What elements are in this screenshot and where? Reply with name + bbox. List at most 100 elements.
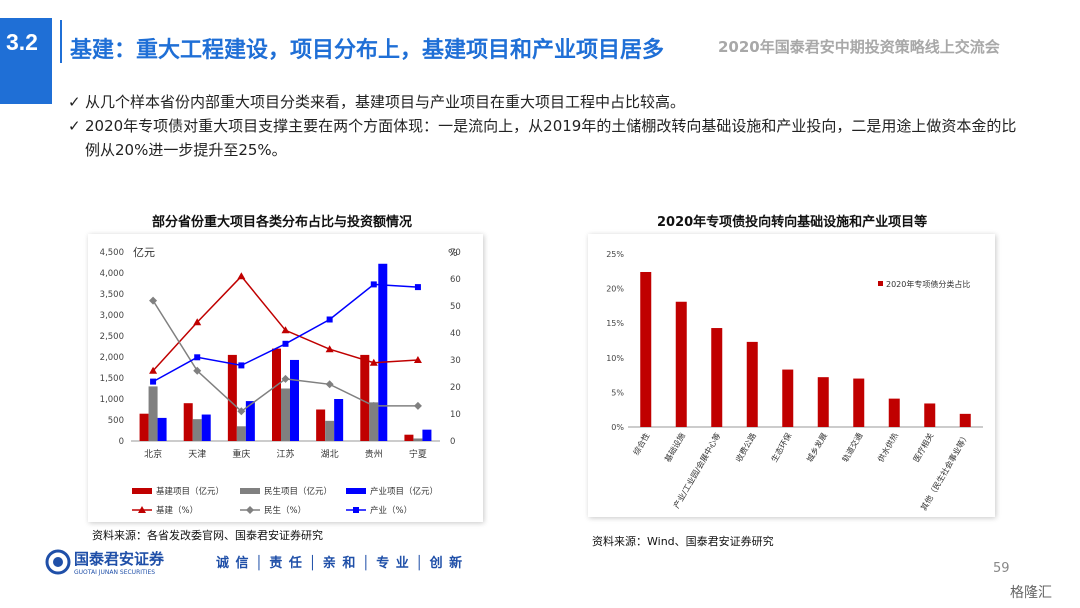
section-badge: 3.2 [0, 18, 52, 104]
x-tick-label: 湖北 [321, 449, 339, 460]
y-tick-label: 15% [606, 319, 624, 328]
page-number: 59 [993, 561, 1010, 576]
line-point [281, 374, 290, 383]
legend-swatch [240, 488, 260, 494]
logo-mark-center [53, 557, 63, 567]
legend-marker [353, 507, 359, 513]
line-point [237, 407, 246, 416]
line-point [194, 354, 201, 361]
line-point [238, 362, 245, 369]
legend-label: 基建项目（亿元） [156, 486, 224, 497]
legend-swatch [346, 488, 366, 494]
y2-tick-label: 40 [450, 329, 461, 339]
x-tick-label: 基础设施 [662, 431, 687, 464]
bullet-text: 从几个样本省份内部重大项目分类来看，基建项目与产业项目在重大项目工程中占比较高。 [85, 93, 686, 111]
bullet-list: ✓ 从几个样本省份内部重大项目分类来看，基建项目与产业项目在重大项目工程中占比较高… [68, 90, 1028, 162]
legend-marker [138, 506, 146, 513]
y-tick-label: 2,500 [100, 332, 124, 342]
y-tick-label: 1,500 [100, 374, 124, 384]
bar [290, 359, 299, 441]
bar [192, 419, 202, 441]
y-tick-label: 3,000 [100, 311, 124, 321]
bar [334, 399, 344, 441]
watermark: 格隆汇 [1010, 585, 1052, 601]
x-tick-label: 综合性 [631, 431, 652, 457]
y-tick-label: 20% [606, 285, 624, 294]
bar [422, 429, 432, 441]
right-bar-chart: 0%5%10%15%20%25%综合性 基础设施产业/工业园/会展中心等 收费公路生… [606, 250, 983, 512]
y2-tick-label: 70 [450, 248, 461, 258]
y-tick-label: 500 [108, 416, 124, 426]
line-point [282, 340, 289, 347]
bar [148, 386, 158, 441]
legend-swatch [132, 488, 152, 494]
line-point [369, 358, 378, 366]
bar [959, 413, 971, 427]
line-point [150, 378, 157, 385]
line-point [325, 345, 334, 353]
line-point [149, 296, 158, 305]
series-line [152, 275, 418, 372]
bar [746, 341, 758, 427]
x-tick-label: 天津 [188, 449, 206, 460]
legend-marker [246, 506, 254, 514]
x-tick-label: 轨道交通 [840, 431, 865, 464]
line-point [149, 366, 158, 374]
bar [817, 377, 829, 427]
left-chart-card: 亿元% 0 500 1,000 1,500 2,000 2,500 3,000 3,500 4,0… [88, 234, 483, 522]
y-tick-label: 4,000 [100, 269, 124, 279]
y-tick-label: 10% [606, 354, 624, 363]
y2-tick-label: 10 [450, 410, 461, 420]
legend-label: 民生项目（亿元） [264, 486, 332, 497]
bar [853, 378, 865, 427]
y2-tick-label: 50 [450, 302, 461, 312]
bar [245, 401, 255, 441]
line-point [193, 318, 202, 326]
line-point [193, 366, 202, 375]
line-point [325, 380, 334, 389]
x-tick-label: 江苏 [276, 448, 294, 460]
right-chart-source: 资料来源：Wind、国泰君安证券研究 [592, 535, 774, 548]
line-point [413, 356, 422, 363]
legend-label: 产业（%） [370, 505, 412, 516]
x-tick-label: 贵州 [365, 448, 383, 460]
y-tick-label: 0% [611, 423, 624, 432]
bar [378, 263, 388, 441]
legend-swatch [878, 281, 883, 286]
y2-axis-unit: % [448, 248, 458, 259]
y-tick-label: 2,000 [100, 353, 124, 363]
company-logo: 国泰君安证券 GUOTAI JUNAN SECURITIES [45, 549, 165, 576]
legend-label: 基建（%） [156, 505, 198, 516]
line-point [237, 272, 246, 280]
left-chart-source: 资料来源：各省发改委官网、国泰君安证券研究 [92, 529, 323, 542]
check-icon: ✓ [68, 93, 81, 111]
event-subtitle: 2020年国泰君安中期投资策略线上交流会 [718, 38, 1000, 56]
bar [369, 402, 379, 441]
bar [183, 403, 193, 441]
line-point [326, 316, 333, 323]
bullet-text: 2020年专项债对重大项目支撑主要在两个方面体现：一是流向上，从2019年的土储… [85, 117, 1017, 159]
y-tick-label: 4,500 [100, 248, 124, 258]
logo-mark [45, 549, 71, 575]
slogan: 诚 信 │ 责 任 │ 亲 和 │ 专 业 │ 创 新 [216, 556, 464, 571]
bar [924, 403, 936, 427]
bullet-item: ✓ 从几个样本省份内部重大项目分类来看，基建项目与产业项目在重大项目工程中占比较高… [68, 90, 1028, 114]
y2-tick-label: 60 [450, 275, 461, 285]
x-tick-label: 收费公路 [733, 431, 758, 464]
bar [281, 388, 290, 441]
logo-subtext: GUOTAI JUNAN SECURITIES [74, 569, 155, 576]
bar [640, 271, 652, 427]
page-title: 基建：重大工程建设，项目分布上，基建项目和产业项目居多 [70, 38, 665, 63]
section-number: 3.2 [6, 29, 38, 55]
bar [404, 434, 414, 441]
legend-label: 民生（%） [264, 505, 306, 516]
y2-tick-label: 0 [450, 437, 455, 447]
logo-text: 国泰君安证券 [74, 550, 165, 568]
left-chart-title: 部分省份重大项目各类分布占比与投资额情况 [152, 215, 413, 230]
y-tick-label: 3,500 [100, 290, 124, 300]
x-tick-label: 重庆 [232, 448, 250, 460]
y2-tick-label: 30 [450, 356, 461, 366]
y-tick-label: 1,000 [100, 395, 124, 405]
x-tick-label: 供水供热 [875, 431, 900, 464]
bar [139, 413, 149, 441]
